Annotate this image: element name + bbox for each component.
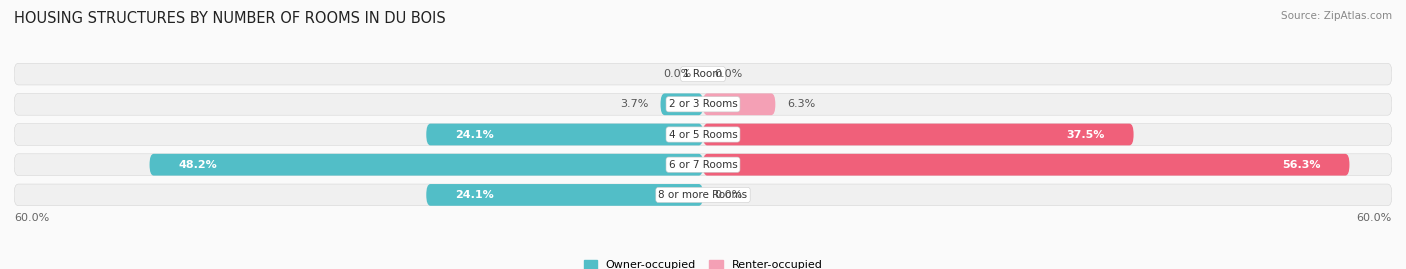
Text: 6.3%: 6.3%	[787, 99, 815, 109]
Text: 24.1%: 24.1%	[456, 190, 494, 200]
FancyBboxPatch shape	[14, 184, 1392, 206]
FancyBboxPatch shape	[14, 154, 1392, 176]
Text: 37.5%: 37.5%	[1067, 129, 1105, 140]
Text: 48.2%: 48.2%	[179, 160, 217, 170]
FancyBboxPatch shape	[14, 93, 1392, 115]
FancyBboxPatch shape	[426, 124, 703, 145]
Text: 1 Room: 1 Room	[683, 69, 723, 79]
Text: 60.0%: 60.0%	[14, 214, 49, 224]
Text: 0.0%: 0.0%	[664, 69, 692, 79]
FancyBboxPatch shape	[661, 93, 703, 115]
Legend: Owner-occupied, Renter-occupied: Owner-occupied, Renter-occupied	[583, 260, 823, 269]
Text: 4 or 5 Rooms: 4 or 5 Rooms	[669, 129, 737, 140]
Text: 56.3%: 56.3%	[1282, 160, 1320, 170]
Text: 2 or 3 Rooms: 2 or 3 Rooms	[669, 99, 737, 109]
FancyBboxPatch shape	[149, 154, 703, 176]
Text: 0.0%: 0.0%	[714, 190, 742, 200]
Text: 0.0%: 0.0%	[714, 69, 742, 79]
FancyBboxPatch shape	[703, 154, 1350, 176]
FancyBboxPatch shape	[14, 63, 1392, 85]
Text: 60.0%: 60.0%	[1357, 214, 1392, 224]
Text: Source: ZipAtlas.com: Source: ZipAtlas.com	[1281, 11, 1392, 21]
FancyBboxPatch shape	[703, 93, 775, 115]
FancyBboxPatch shape	[426, 184, 703, 206]
FancyBboxPatch shape	[14, 124, 1392, 145]
Text: 8 or more Rooms: 8 or more Rooms	[658, 190, 748, 200]
Text: 6 or 7 Rooms: 6 or 7 Rooms	[669, 160, 737, 170]
Text: HOUSING STRUCTURES BY NUMBER OF ROOMS IN DU BOIS: HOUSING STRUCTURES BY NUMBER OF ROOMS IN…	[14, 11, 446, 26]
Text: 24.1%: 24.1%	[456, 129, 494, 140]
Text: 3.7%: 3.7%	[620, 99, 650, 109]
FancyBboxPatch shape	[703, 124, 1133, 145]
